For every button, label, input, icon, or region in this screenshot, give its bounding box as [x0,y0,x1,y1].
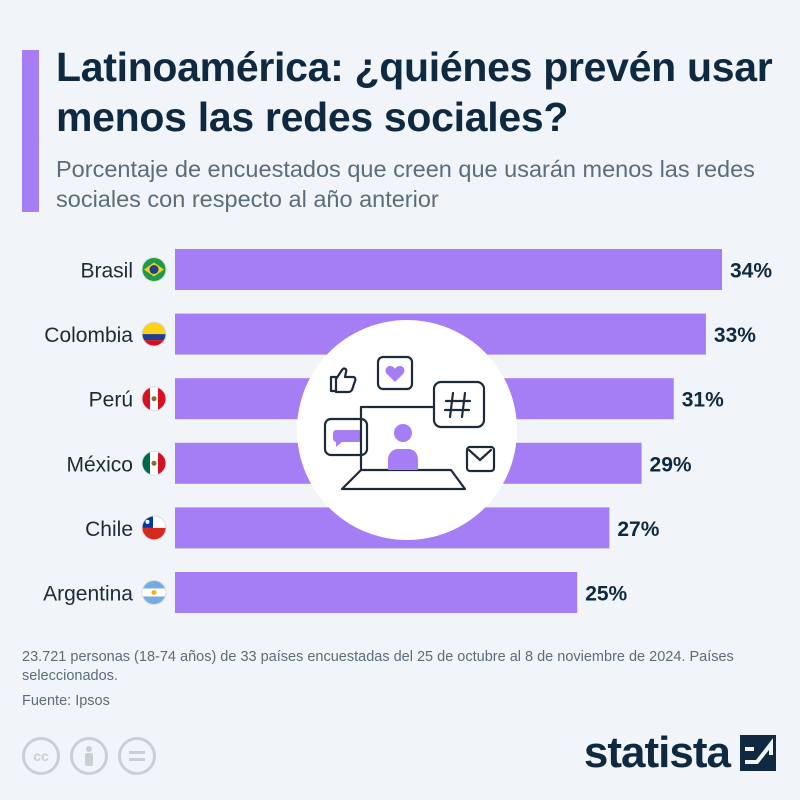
bar-argentina [175,572,578,613]
bar-brasil [175,249,722,290]
chart-title: Latinoamérica: ¿quiénes prevén usar meno… [56,44,773,140]
category-label-argentina: Argentina [43,583,133,606]
social-media-illustration [297,320,517,540]
value-label-mexico: 29% [650,453,692,476]
survey-note: 23.721 personas (18-74 años) de 33 paíse… [22,649,734,684]
source-line: Fuente: Ipsos [22,693,110,709]
hashtag-icon [432,380,486,429]
by-icon[interactable] [70,737,108,775]
flag-chile-icon [141,515,167,541]
flag-brasil-icon [141,257,167,282]
category-label-brasil: Brasil [80,260,133,283]
category-label-colombia: Colombia [44,324,133,347]
cc-icon[interactable]: cc [22,737,60,775]
value-label-argentina: 25% [585,583,627,606]
category-label-chile: Chile [85,518,133,541]
flag-mexico-icon [141,450,167,476]
category-label-mexico: México [66,453,133,476]
flag-colombia-icon [141,321,167,347]
chat-icon [323,417,369,457]
nd-icon[interactable] [118,737,156,775]
category-label-peru: Perú [89,389,133,412]
heart-icon [376,355,414,391]
license-icons: cc [22,737,156,775]
flag-argentina-icon [141,580,167,605]
bar-chart: Brasil 34% Colombia 33% Perú 31% México 29% Chil… [43,249,772,613]
flag-peru-icon [141,386,167,412]
thumbs-up-icon [329,367,357,394]
value-label-chile: 27% [617,518,659,541]
statista-mark-icon [740,735,776,771]
accent-bar [22,50,39,212]
laptop-icon [340,405,467,491]
value-label-peru: 31% [682,389,724,412]
mail-icon [465,445,496,473]
brand-name: statista [583,728,731,777]
chart-subtitle: Porcentaje de encuestados que creen que … [56,156,755,212]
statista-logo[interactable]: statista [584,728,776,778]
value-label-colombia: 33% [714,324,756,347]
value-label-brasil: 34% [730,260,772,283]
